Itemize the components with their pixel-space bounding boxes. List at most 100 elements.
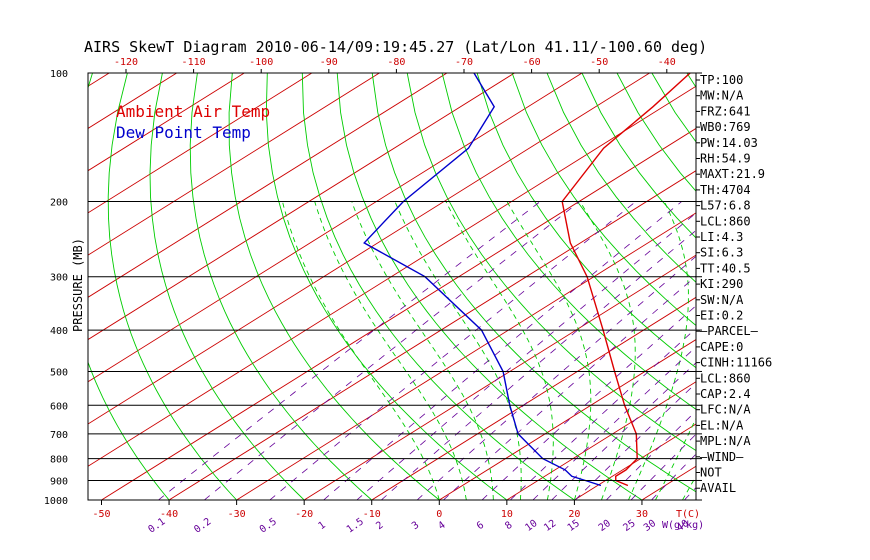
isotherm-line	[506, 381, 696, 500]
isotherm-line	[101, 127, 696, 500]
top-temp-tick-label: -90	[320, 57, 338, 68]
bottom-temp-tick-label: 30	[636, 509, 648, 520]
isotherm-line	[88, 73, 245, 172]
pressure-tick-label: 400	[50, 326, 68, 337]
mixing-ratio-label: 8	[503, 520, 514, 532]
moist-adiabat-line	[351, 201, 494, 500]
top-temp-tick-label: -70	[455, 57, 473, 68]
dry-adiabat-line	[792, 73, 870, 509]
legend-air-temp: Ambient Air Temp	[116, 102, 270, 121]
index-value: –PARCEL–	[700, 324, 759, 338]
index-value: CAP:2.4	[700, 387, 751, 401]
mixing-ratio-label: 0.5	[258, 516, 279, 535]
bottom-temp-tick-label: 20	[568, 509, 580, 520]
index-value: AVAIL	[700, 481, 736, 495]
dry-adiabat-line	[301, 73, 576, 500]
pressure-tick-label: 100	[50, 69, 68, 80]
moist-adiabat-line	[655, 417, 696, 500]
mixing-ratio-label: 30	[642, 518, 658, 534]
pressure-tick-label: 800	[50, 455, 68, 466]
isotherm-line	[574, 423, 696, 500]
index-value: KI:290	[700, 277, 743, 291]
mixing-ratio-line	[204, 201, 580, 500]
index-value: SI:6.3	[700, 246, 743, 260]
top-temp-tick-label: -110	[182, 57, 206, 68]
dry-adiabat-line	[228, 73, 440, 500]
pressure-tick-label: 600	[50, 401, 68, 412]
index-value: L57:6.8	[700, 199, 751, 213]
isotherm-line	[88, 73, 515, 341]
mixing-ratio-line	[481, 305, 696, 500]
top-temp-tick-label: -50	[590, 57, 608, 68]
dry-adiabat-line	[441, 73, 696, 410]
dry-adiabat-line	[265, 73, 508, 500]
mixing-ratio-label: 6	[475, 520, 486, 532]
mixing-ratio-label: 0.2	[192, 516, 213, 535]
dry-adiabat-line	[862, 73, 870, 509]
bottom-temp-tick-label: -50	[92, 509, 110, 520]
isotherm-line	[439, 339, 696, 500]
index-value: EI:0.2	[700, 309, 743, 323]
isotherm-line	[0, 73, 42, 500]
moist-adiabat-line	[282, 201, 440, 500]
x-axis-label: T(C)	[676, 509, 700, 520]
pressure-tick-label: 200	[50, 198, 68, 209]
dry-adiabat-line	[107, 73, 238, 500]
pressure-tick-label: 1000	[44, 496, 68, 507]
isotherm-line	[845, 73, 870, 500]
top-temp-tick-label: -40	[658, 57, 676, 68]
mixing-ratio-line	[323, 201, 682, 500]
index-value: CINH:11166	[700, 356, 772, 370]
pressure-tick-label: 300	[50, 273, 68, 284]
dry-adiabat-line	[476, 73, 696, 369]
index-value: MW:N/A	[700, 89, 744, 103]
air-temp-profile	[561, 73, 691, 487]
top-temp-tick-label: -120	[114, 57, 138, 68]
isotherm-line	[88, 73, 448, 298]
moist-adiabat-line	[506, 201, 592, 500]
bottom-temp-tick-label: -20	[295, 509, 313, 520]
mixing-ratio-label: 1	[317, 520, 328, 532]
pressure-tick-label: 700	[50, 430, 68, 441]
isotherm-line	[236, 212, 696, 500]
index-value: TT:40.5	[700, 261, 751, 275]
chart-title: AIRS SkewT Diagram 2010-06-14/09:19:45.2…	[84, 38, 707, 56]
chart-frame	[87, 69, 702, 505]
isotherm-line	[371, 296, 696, 500]
pressure-tick-label: 900	[50, 476, 68, 487]
dry-adiabat-line	[827, 73, 870, 509]
dry-adiabat-line	[149, 73, 305, 500]
index-value: LFC:N/A	[700, 403, 751, 417]
index-value: TH:4704	[700, 183, 751, 197]
mixing-ratio-line	[630, 433, 696, 500]
index-value: FRZ:641	[700, 104, 751, 118]
plot-border	[87, 72, 697, 501]
index-value: SW:N/A	[700, 293, 744, 307]
index-value: LI:4.3	[700, 230, 743, 244]
index-value: MAXT:21.9	[700, 167, 765, 181]
isotherm-line	[88, 73, 380, 256]
index-value: –WIND–	[700, 450, 744, 464]
dry-adiabat-line	[511, 73, 696, 327]
moist-adiabat-line	[394, 201, 522, 500]
mixing-ratio-label: 15	[566, 518, 582, 534]
dry-adiabat-line	[88, 73, 170, 500]
bottom-temp-tick-label: -30	[228, 509, 246, 520]
bottom-temp-tick-label: -10	[363, 509, 381, 520]
mixing-ratio-line	[356, 212, 696, 500]
index-value: MPL:N/A	[700, 434, 751, 448]
dry-adiabat-line	[757, 73, 870, 509]
mixing-ratio-line	[651, 453, 696, 500]
y-axis-label: PRESSURE (MB)	[71, 238, 85, 332]
isotherm-line	[777, 73, 870, 500]
index-value: EL:N/A	[700, 418, 744, 432]
mixing-ratio-label: 2	[374, 520, 385, 532]
top-temp-tick-label: -60	[523, 57, 541, 68]
mixing-ratio-label: 10	[523, 518, 539, 534]
legend-dew-point: Dew Point Temp	[116, 123, 251, 142]
isotherm-line	[88, 73, 583, 383]
bottom-temp-tick-label: 0	[436, 509, 442, 520]
